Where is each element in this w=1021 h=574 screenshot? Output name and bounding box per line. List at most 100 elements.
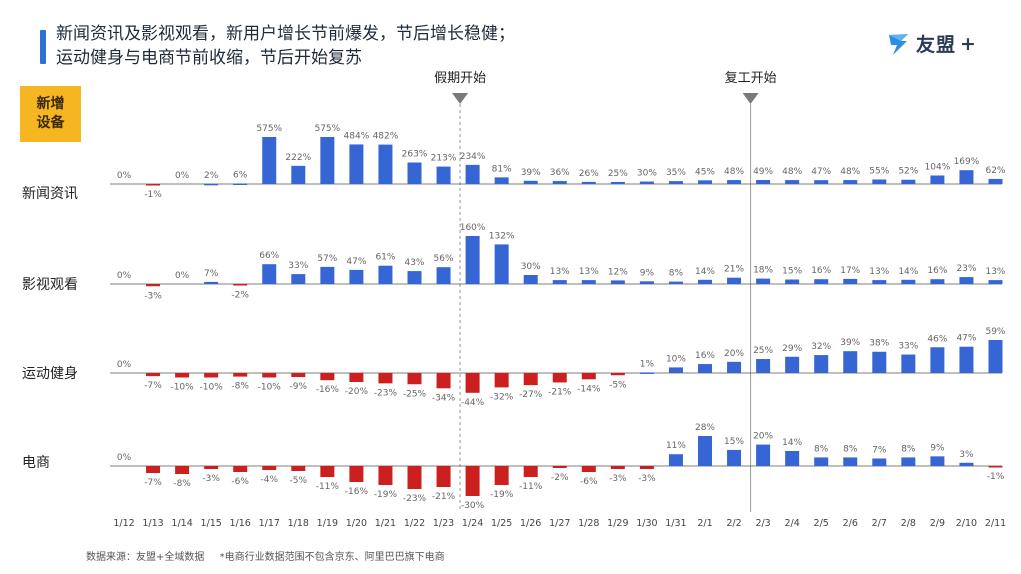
bar	[204, 183, 219, 186]
bar	[233, 284, 248, 286]
bar	[378, 466, 393, 485]
data-label: 48%	[724, 167, 744, 177]
data-label: 29%	[782, 344, 802, 354]
bar	[291, 165, 306, 184]
bar	[320, 266, 335, 284]
bar	[639, 181, 654, 184]
bar	[349, 466, 364, 482]
bar	[523, 373, 538, 386]
footer-source: 数据来源：友盟+全域数据	[86, 552, 205, 563]
data-label: 47%	[956, 334, 976, 344]
bar	[610, 373, 625, 376]
x-tick-label: 1/17	[259, 518, 280, 529]
event-triangle-icon	[452, 93, 469, 104]
bar	[610, 280, 625, 284]
data-label: -11%	[519, 482, 543, 492]
data-label: 45%	[695, 167, 715, 177]
bar	[639, 372, 654, 374]
x-tick-label: 1/14	[171, 518, 192, 529]
x-tick-label: 2/6	[843, 518, 858, 529]
data-label: -2%	[231, 291, 249, 301]
x-tick-label: 1/13	[142, 518, 163, 529]
data-label: 49%	[753, 167, 773, 177]
data-label: 8%	[814, 444, 829, 454]
x-tick-label: 1/12	[113, 518, 134, 529]
x-tick-label: 1/19	[317, 518, 338, 529]
page-title: 新闻资讯及影视观看，新用户增长节前爆发，节后增长稳健； 运动健身与电商节前收缩，…	[56, 22, 515, 70]
data-label: -3%	[202, 474, 220, 484]
data-label: 57%	[317, 254, 337, 264]
bar	[262, 264, 277, 284]
bar	[175, 373, 190, 378]
data-label: 11%	[666, 441, 686, 451]
footer: 数据来源：友盟+全域数据 *电商行业数据范围不包含京东、阿里巴巴旗下电商	[86, 548, 457, 563]
bar	[959, 346, 974, 373]
bar	[523, 466, 538, 477]
data-label: 575%	[256, 124, 282, 134]
x-tick-label: 2/9	[930, 518, 945, 529]
bar	[320, 137, 335, 184]
series-name-label: 电商	[22, 455, 50, 471]
footer-note: *电商行业数据范围不包含京东、阿里巴巴旗下电商	[219, 552, 445, 563]
data-label: 81%	[492, 164, 512, 174]
data-label: 8%	[669, 269, 684, 279]
title-accent-bar	[40, 30, 46, 64]
bar	[727, 277, 742, 284]
data-label: -21%	[432, 492, 456, 502]
data-label: 59%	[985, 327, 1005, 337]
data-label: -3%	[144, 291, 162, 301]
data-label: -32%	[490, 392, 514, 402]
bar	[930, 347, 945, 373]
x-tick-label: 1/20	[346, 518, 367, 529]
x-tick-label: 1/23	[433, 518, 454, 529]
bar	[552, 181, 567, 184]
x-tick-label: 2/5	[814, 518, 829, 529]
bar	[901, 457, 916, 466]
data-label: 263%	[402, 150, 428, 160]
data-label: -2%	[551, 473, 569, 483]
bar	[756, 179, 771, 184]
data-label: 160%	[460, 223, 486, 233]
data-label: 12%	[608, 267, 628, 277]
x-tick-label: 1/31	[665, 518, 686, 529]
bar	[930, 456, 945, 466]
bar	[175, 466, 190, 474]
badge-line-1: 新增	[36, 96, 65, 112]
bar	[552, 280, 567, 284]
data-label: -44%	[461, 398, 485, 408]
bar	[756, 359, 771, 373]
x-tick-label: 1/26	[520, 518, 541, 529]
bar	[494, 177, 509, 184]
bar	[581, 373, 596, 380]
bar	[785, 356, 800, 373]
bar	[814, 279, 829, 284]
bar	[872, 179, 887, 184]
data-label: 234%	[460, 152, 486, 162]
data-label: -20%	[345, 387, 369, 397]
bar	[901, 354, 916, 373]
bar	[668, 454, 683, 466]
bar	[610, 181, 625, 184]
bar	[146, 284, 161, 287]
data-label: 36%	[550, 168, 570, 178]
data-label: 13%	[985, 267, 1005, 277]
bar	[610, 466, 625, 469]
data-label: 0%	[117, 271, 132, 281]
data-label: 35%	[666, 168, 686, 178]
title-line-2: 运动健身与电商节前收缩，节后开始复苏	[56, 48, 362, 68]
bar	[465, 164, 480, 184]
data-label: -6%	[580, 477, 598, 487]
bar	[407, 373, 422, 385]
data-label: -23%	[374, 388, 398, 398]
x-tick-label: 1/16	[230, 518, 251, 529]
bar	[465, 466, 480, 496]
data-label: 575%	[314, 124, 340, 134]
data-label: -8%	[231, 382, 249, 392]
bar	[814, 457, 829, 466]
bar	[494, 373, 509, 388]
series-row-2: 影视观看 0% -3% 0% 7% -2% 66% 33% 57% 47% 61% 43% 56% 160…	[22, 223, 1006, 301]
bar	[320, 466, 335, 477]
data-label: -7%	[144, 381, 162, 391]
bar	[320, 373, 335, 381]
